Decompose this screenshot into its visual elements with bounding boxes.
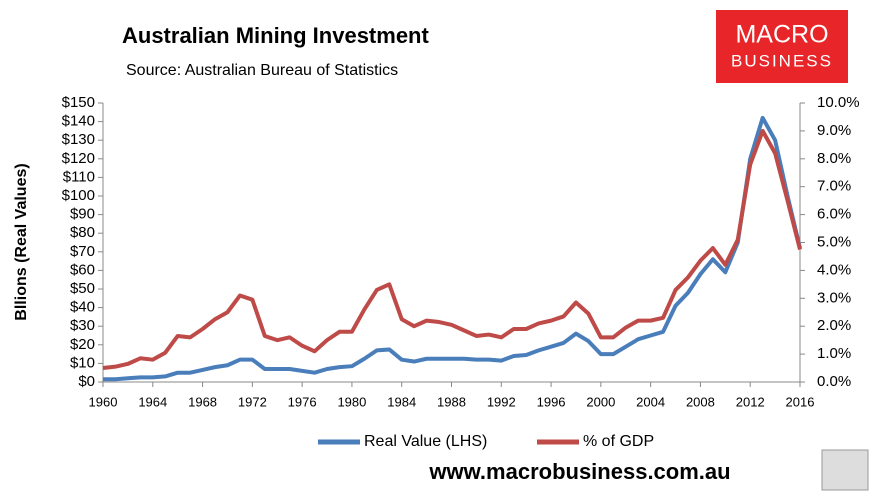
- y-tick-label: $80: [70, 224, 95, 241]
- legend-label: % of GDP: [583, 433, 654, 450]
- x-tick-label: 1968: [188, 394, 217, 409]
- y-tick-label: $150: [62, 94, 95, 111]
- x-tick-label: 1960: [89, 394, 118, 409]
- y2-tick-label: 2.0%: [817, 317, 851, 334]
- logo-box: [716, 10, 848, 83]
- y-tick-label: $10: [70, 354, 95, 371]
- logo-text: MACRO: [735, 21, 828, 49]
- y2-tick-label: 1.0%: [817, 345, 851, 362]
- x-tick-label: 2008: [686, 394, 715, 409]
- y-tick-label: $140: [62, 113, 95, 130]
- y-tick-label: $90: [70, 206, 95, 223]
- y2-tick-label: 8.0%: [817, 150, 851, 167]
- y-tick-label: $0: [78, 373, 95, 390]
- x-tick-label: 2000: [586, 394, 615, 409]
- logo-text: BUSINESS: [731, 51, 833, 70]
- x-tick-label: 1964: [138, 394, 167, 409]
- data-line: [102, 128, 802, 371]
- y2-tick-label: 10.0%: [817, 94, 860, 111]
- chart-subtitle: Source: Australian Bureau of Statistics: [126, 62, 398, 79]
- x-tick-label: 2012: [736, 394, 765, 409]
- x-tick-label: 2004: [636, 394, 665, 409]
- y-tick-label: $40: [70, 299, 95, 316]
- y-tick-label: $60: [70, 261, 95, 278]
- y-tick-label: $130: [62, 131, 95, 148]
- x-tick-label: 1988: [437, 394, 466, 409]
- footer: www.macrobusiness.com.au: [428, 459, 730, 484]
- y2-tick-label: 3.0%: [817, 289, 851, 306]
- fox-icon: [821, 449, 869, 491]
- legend-label: Real Value (LHS): [364, 433, 487, 450]
- y-tick-label: $100: [62, 187, 95, 204]
- y-tick-label: $50: [70, 280, 95, 297]
- y2-tick-label: 5.0%: [817, 233, 851, 250]
- y2-tick-label: 7.0%: [817, 178, 851, 195]
- x-tick-label: 1972: [238, 394, 267, 409]
- y-tick-label: $30: [70, 317, 95, 334]
- x-tick-label: 2016: [786, 394, 815, 409]
- y2-tick-label: 6.0%: [817, 206, 851, 223]
- y2-tick-label: 4.0%: [817, 261, 851, 278]
- y2-tick-label: 9.0%: [817, 122, 851, 139]
- data-line: [103, 115, 802, 382]
- y-tick-label: $120: [62, 150, 95, 167]
- x-tick-label: 1976: [288, 394, 317, 409]
- y-tick-label: $110: [63, 168, 95, 185]
- x-tick-label: 1980: [337, 394, 366, 409]
- x-tick-label: 1996: [537, 394, 566, 409]
- chart-title: Australian Mining Investment: [122, 23, 429, 48]
- y-tick-label: $70: [70, 243, 95, 260]
- y-tick-label: $20: [70, 336, 95, 353]
- x-tick-label: 1984: [387, 394, 416, 409]
- y2-tick-label: 0.0%: [817, 373, 851, 390]
- y-axis-label: Bllions (Real Values): [13, 163, 30, 320]
- x-tick-label: 1992: [487, 394, 516, 409]
